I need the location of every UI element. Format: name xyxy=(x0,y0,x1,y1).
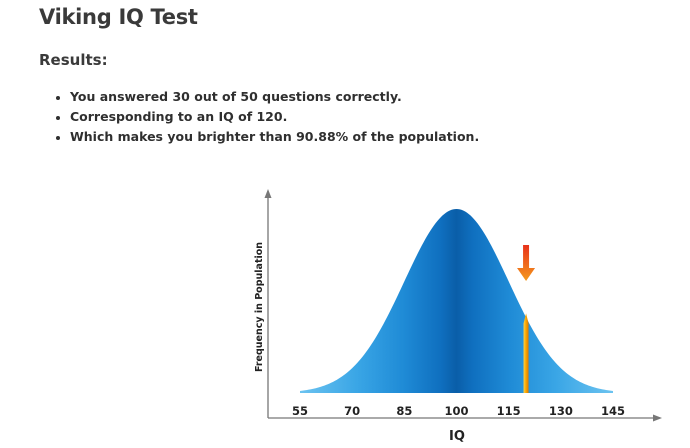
x-tick-label: 55 xyxy=(292,404,308,418)
x-tick-labels: 55 70 85 100 115 130 145 xyxy=(292,404,625,418)
result-iq-score: Corresponding to an IQ of 120. xyxy=(70,107,479,127)
x-tick-label: 145 xyxy=(601,404,625,418)
result-percentile: Which makes you brighter than 90.88% of … xyxy=(70,127,479,147)
score-marker-bar xyxy=(523,313,529,393)
y-axis-arrowhead xyxy=(264,189,272,198)
x-axis-label: IQ xyxy=(449,429,465,444)
results-list: You answered 30 out of 50 questions corr… xyxy=(53,87,479,147)
results-heading: Results: xyxy=(39,51,108,69)
x-tick-label: 100 xyxy=(444,404,468,418)
x-tick-label: 85 xyxy=(396,404,412,418)
x-tick-label: 115 xyxy=(497,404,521,418)
x-tick-label: 70 xyxy=(344,404,360,418)
page-title: Viking IQ Test xyxy=(39,5,198,29)
x-axis-arrowhead xyxy=(653,414,662,422)
x-tick-label: 130 xyxy=(549,404,573,418)
distribution-curve xyxy=(300,209,613,393)
result-correct-answers: You answered 30 out of 50 questions corr… xyxy=(70,87,479,107)
score-arrow-icon xyxy=(517,245,536,281)
score-marker xyxy=(523,313,529,393)
down-arrow-icon xyxy=(517,245,536,281)
y-axis-label: Frequency in Population xyxy=(254,242,265,372)
